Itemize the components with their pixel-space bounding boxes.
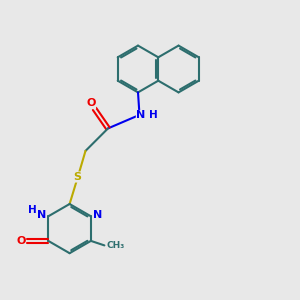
Text: N: N [93,210,102,220]
Text: N: N [37,210,46,220]
Text: N: N [136,110,146,121]
Text: S: S [74,172,81,182]
Text: O: O [16,236,26,246]
Text: CH₃: CH₃ [106,241,124,250]
Text: O: O [86,98,96,109]
Text: H: H [148,110,158,121]
Text: H: H [28,205,37,215]
